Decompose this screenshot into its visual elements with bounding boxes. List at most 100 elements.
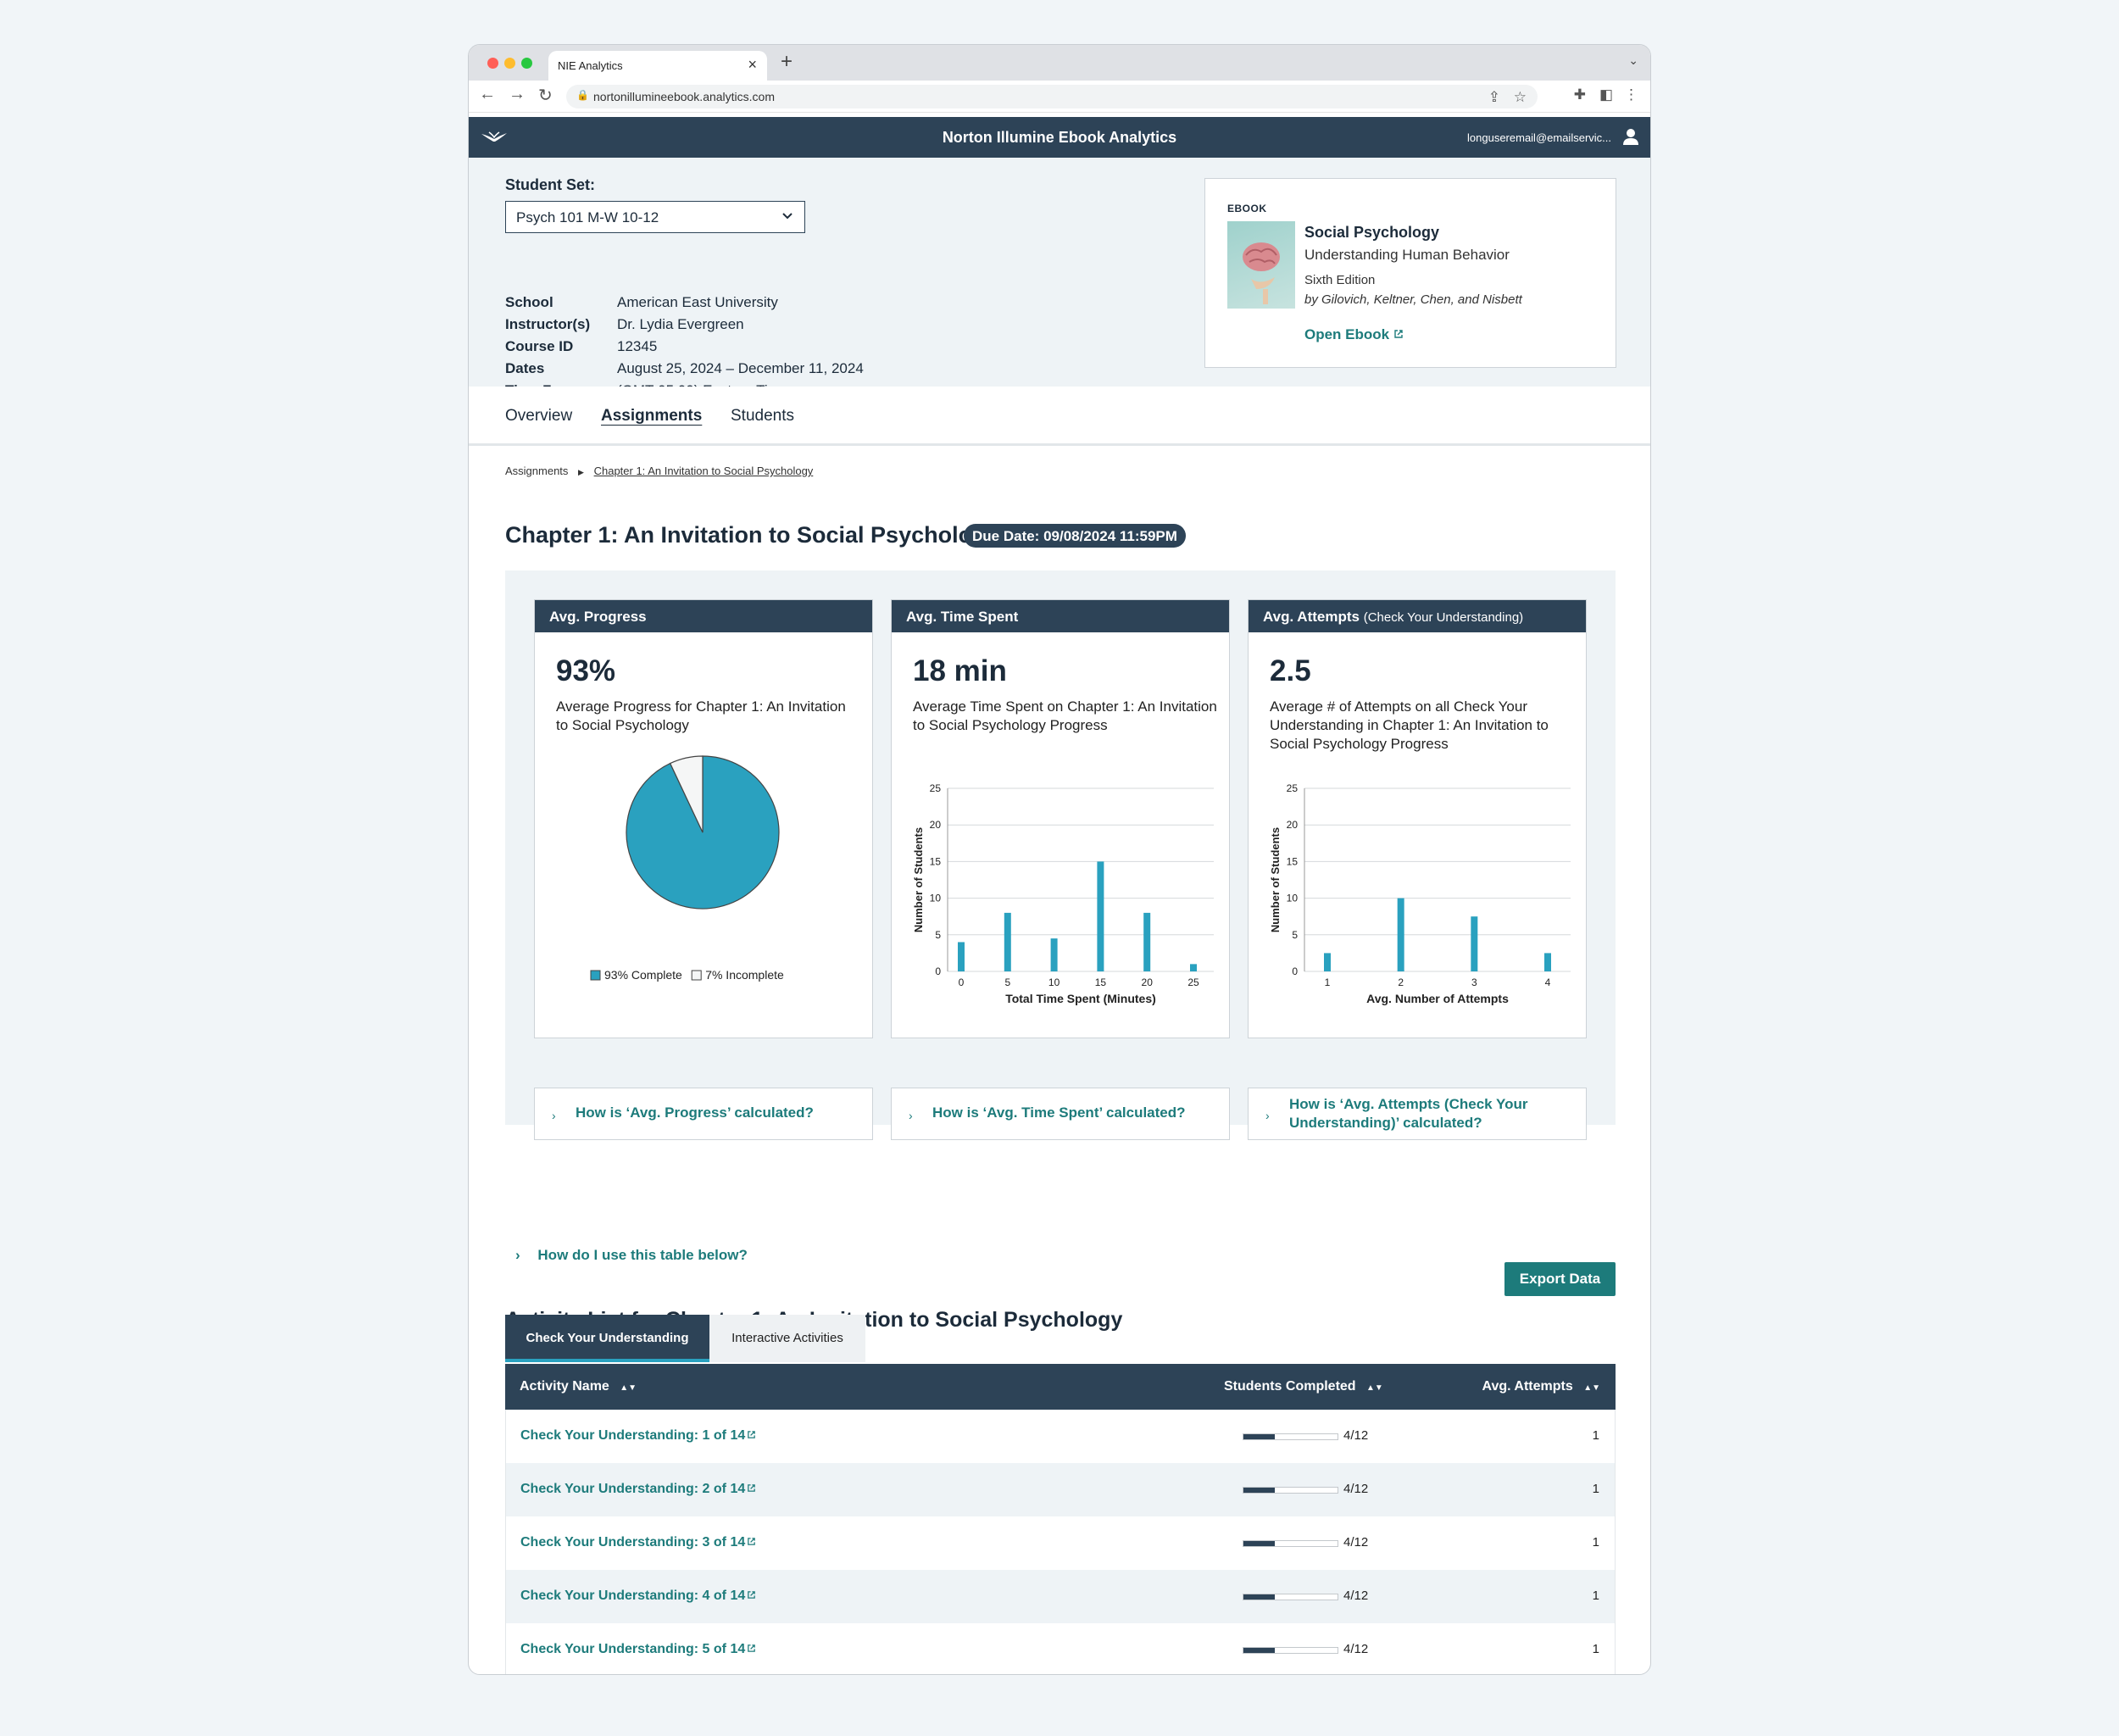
students-completed-value: 4/12	[1343, 1482, 1369, 1496]
how-progress-expander[interactable]: › How is ‘Avg. Progress’ calculated?	[534, 1088, 873, 1140]
how-progress-label: How is ‘Avg. Progress’ calculated?	[576, 1104, 814, 1121]
subtab-interactive-activities[interactable]: Interactive Activities	[709, 1315, 865, 1362]
x-axis-label: Avg. Number of Attempts	[1366, 992, 1509, 1005]
tab-list-chevron-icon[interactable]: ⌄	[1628, 53, 1638, 67]
avg-time-card: Avg. Time Spent 18 min Average Time Spen…	[891, 599, 1230, 1038]
sort-icon: ▲▼	[1366, 1383, 1383, 1393]
info-value: Dr. Lydia Evergreen	[617, 316, 744, 332]
x-tick-label: 20	[1142, 976, 1154, 988]
chevron-right-icon: ›	[909, 1109, 913, 1122]
norton-logo-icon[interactable]	[481, 127, 508, 146]
activity-link[interactable]: Check Your Understanding: 2 of 14	[520, 1482, 756, 1497]
progress-pie-chart: 93% Complete 7% Incomplete	[590, 755, 784, 982]
forward-arrow-icon[interactable]: →	[509, 85, 526, 103]
avg-attempts-value: 1	[1592, 1428, 1599, 1443]
app-header: Norton Illumine Ebook Analytics longuser…	[469, 117, 1650, 158]
bar	[1050, 938, 1058, 971]
student-set-label: Student Set:	[505, 176, 595, 193]
open-ebook-link[interactable]: Open Ebook	[1304, 326, 1404, 343]
tab-students[interactable]: Students	[731, 407, 794, 425]
activity-name: Check Your Understanding: 3 of 14	[520, 1535, 746, 1550]
bar	[1471, 916, 1478, 971]
due-date-badge: Due Date: 09/08/2024 11:59PM	[964, 524, 1186, 548]
how-attempts-expander[interactable]: › How is ‘Avg. Attempts (Check Your Unde…	[1248, 1088, 1587, 1140]
x-tick-label: 0	[959, 976, 965, 988]
share-icon[interactable]: ⇪	[1488, 89, 1500, 105]
y-tick-label: 0	[1292, 965, 1298, 977]
students-completed-value: 4/12	[1343, 1642, 1369, 1656]
side-panel-icon[interactable]: ◧	[1599, 86, 1613, 103]
activity-link[interactable]: Check Your Understanding: 4 of 14	[520, 1589, 756, 1604]
bar	[1190, 964, 1197, 971]
how-table-label: How do I use this table below?	[537, 1247, 748, 1263]
url-text: nortonillumineebook.analytics.com	[593, 90, 775, 103]
chevron-down-icon	[782, 213, 793, 220]
subtab-check-your-understanding[interactable]: Check Your Understanding	[505, 1315, 709, 1362]
user-avatar-icon[interactable]	[1621, 127, 1640, 146]
students-completed-value: 4/12	[1343, 1428, 1369, 1443]
address-bar[interactable]: 🔒 nortonillumineebook.analytics.com ⇪ ☆	[566, 85, 1538, 108]
bookmark-star-icon[interactable]: ☆	[1513, 89, 1527, 105]
external-link-icon	[1394, 330, 1403, 338]
card-header-title: Avg. Time Spent	[906, 609, 1019, 625]
how-table-expander[interactable]: › How do I use this table below?	[515, 1247, 748, 1264]
user-email[interactable]: longuseremail@emailservic...	[1467, 131, 1611, 144]
new-tab-icon[interactable]: +	[781, 50, 793, 73]
open-ebook-label: Open Ebook	[1304, 326, 1390, 342]
table-row: Check Your Understanding: 5 of 14 4/12 1	[505, 1623, 1616, 1674]
chapter-title: Chapter 1: An Invitation to Social Psych…	[505, 522, 999, 548]
app-title: Norton Illumine Ebook Analytics	[942, 129, 1177, 146]
tab-close-icon[interactable]: ×	[748, 56, 757, 73]
ebook-subtitle: Understanding Human Behavior	[1304, 247, 1510, 263]
x-tick-label: 15	[1095, 976, 1107, 988]
ebook-tag: EBOOK	[1227, 203, 1267, 214]
browser-tab-title: NIE Analytics	[558, 59, 623, 72]
x-tick-label: 5	[1004, 976, 1010, 988]
y-tick-label: 10	[930, 893, 942, 904]
legend-label: 93% Complete	[604, 968, 682, 982]
activity-link[interactable]: Check Your Understanding: 5 of 14	[520, 1642, 756, 1657]
col-avg-attempts[interactable]: Avg. Attempts ▲▼	[1482, 1379, 1600, 1394]
close-window-button[interactable]	[487, 58, 498, 69]
activity-name: Check Your Understanding: 1 of 14	[520, 1428, 746, 1443]
student-set-select[interactable]: Psych 101 M-W 10-12	[505, 201, 805, 233]
sort-icon: ▲▼	[620, 1383, 637, 1393]
card-big-value: 93%	[556, 654, 616, 687]
external-link-icon	[748, 1431, 756, 1438]
bar	[1397, 898, 1404, 971]
x-tick-label: 25	[1187, 976, 1199, 988]
how-time-expander[interactable]: › How is ‘Avg. Time Spent’ calculated?	[891, 1088, 1230, 1140]
extensions-puzzle-icon[interactable]: ✚	[1573, 86, 1586, 103]
browser-menu-icon[interactable]: ⋮	[1624, 86, 1638, 103]
tab-overview[interactable]: Overview	[505, 407, 573, 425]
browser-tab[interactable]: NIE Analytics ×	[548, 51, 767, 81]
back-arrow-icon[interactable]: ←	[479, 85, 496, 103]
activity-link[interactable]: Check Your Understanding: 3 of 14	[520, 1535, 756, 1550]
activity-link[interactable]: Check Your Understanding: 1 of 14	[520, 1428, 756, 1444]
external-link-icon	[748, 1484, 756, 1492]
completion-progress-bar	[1243, 1594, 1338, 1600]
info-value: American East University	[617, 294, 778, 310]
external-link-icon	[748, 1644, 756, 1652]
info-value: 12345	[617, 338, 658, 354]
chevron-right-icon: ›	[1265, 1109, 1270, 1122]
card-big-value: 2.5	[1270, 654, 1311, 687]
col-students-completed[interactable]: Students Completed ▲▼	[1224, 1379, 1383, 1394]
card-header-title: Avg. Attempts	[1263, 609, 1360, 625]
breadcrumb-current[interactable]: Chapter 1: An Invitation to Social Psych…	[593, 465, 814, 477]
minimize-window-button[interactable]	[504, 58, 515, 69]
bar	[1004, 912, 1011, 971]
tab-assignments[interactable]: Assignments	[601, 407, 703, 425]
table-row: Check Your Understanding: 3 of 14 4/12 1	[505, 1516, 1616, 1570]
lock-icon: 🔒	[576, 89, 589, 101]
col-activity-name[interactable]: Activity Name ▲▼	[520, 1379, 637, 1394]
how-time-label: How is ‘Avg. Time Spent’ calculated?	[932, 1104, 1186, 1121]
card-big-value: 18 min	[913, 654, 1007, 687]
maximize-window-button[interactable]	[521, 58, 532, 69]
progress-fill	[1243, 1541, 1275, 1546]
completion-progress-bar	[1243, 1647, 1338, 1654]
reload-icon[interactable]: ↻	[538, 86, 553, 105]
table-header: Activity Name ▲▼ Students Completed ▲▼ A…	[505, 1364, 1616, 1410]
export-data-button[interactable]: Export Data	[1504, 1262, 1616, 1296]
breadcrumb-root[interactable]: Assignments	[505, 465, 569, 477]
